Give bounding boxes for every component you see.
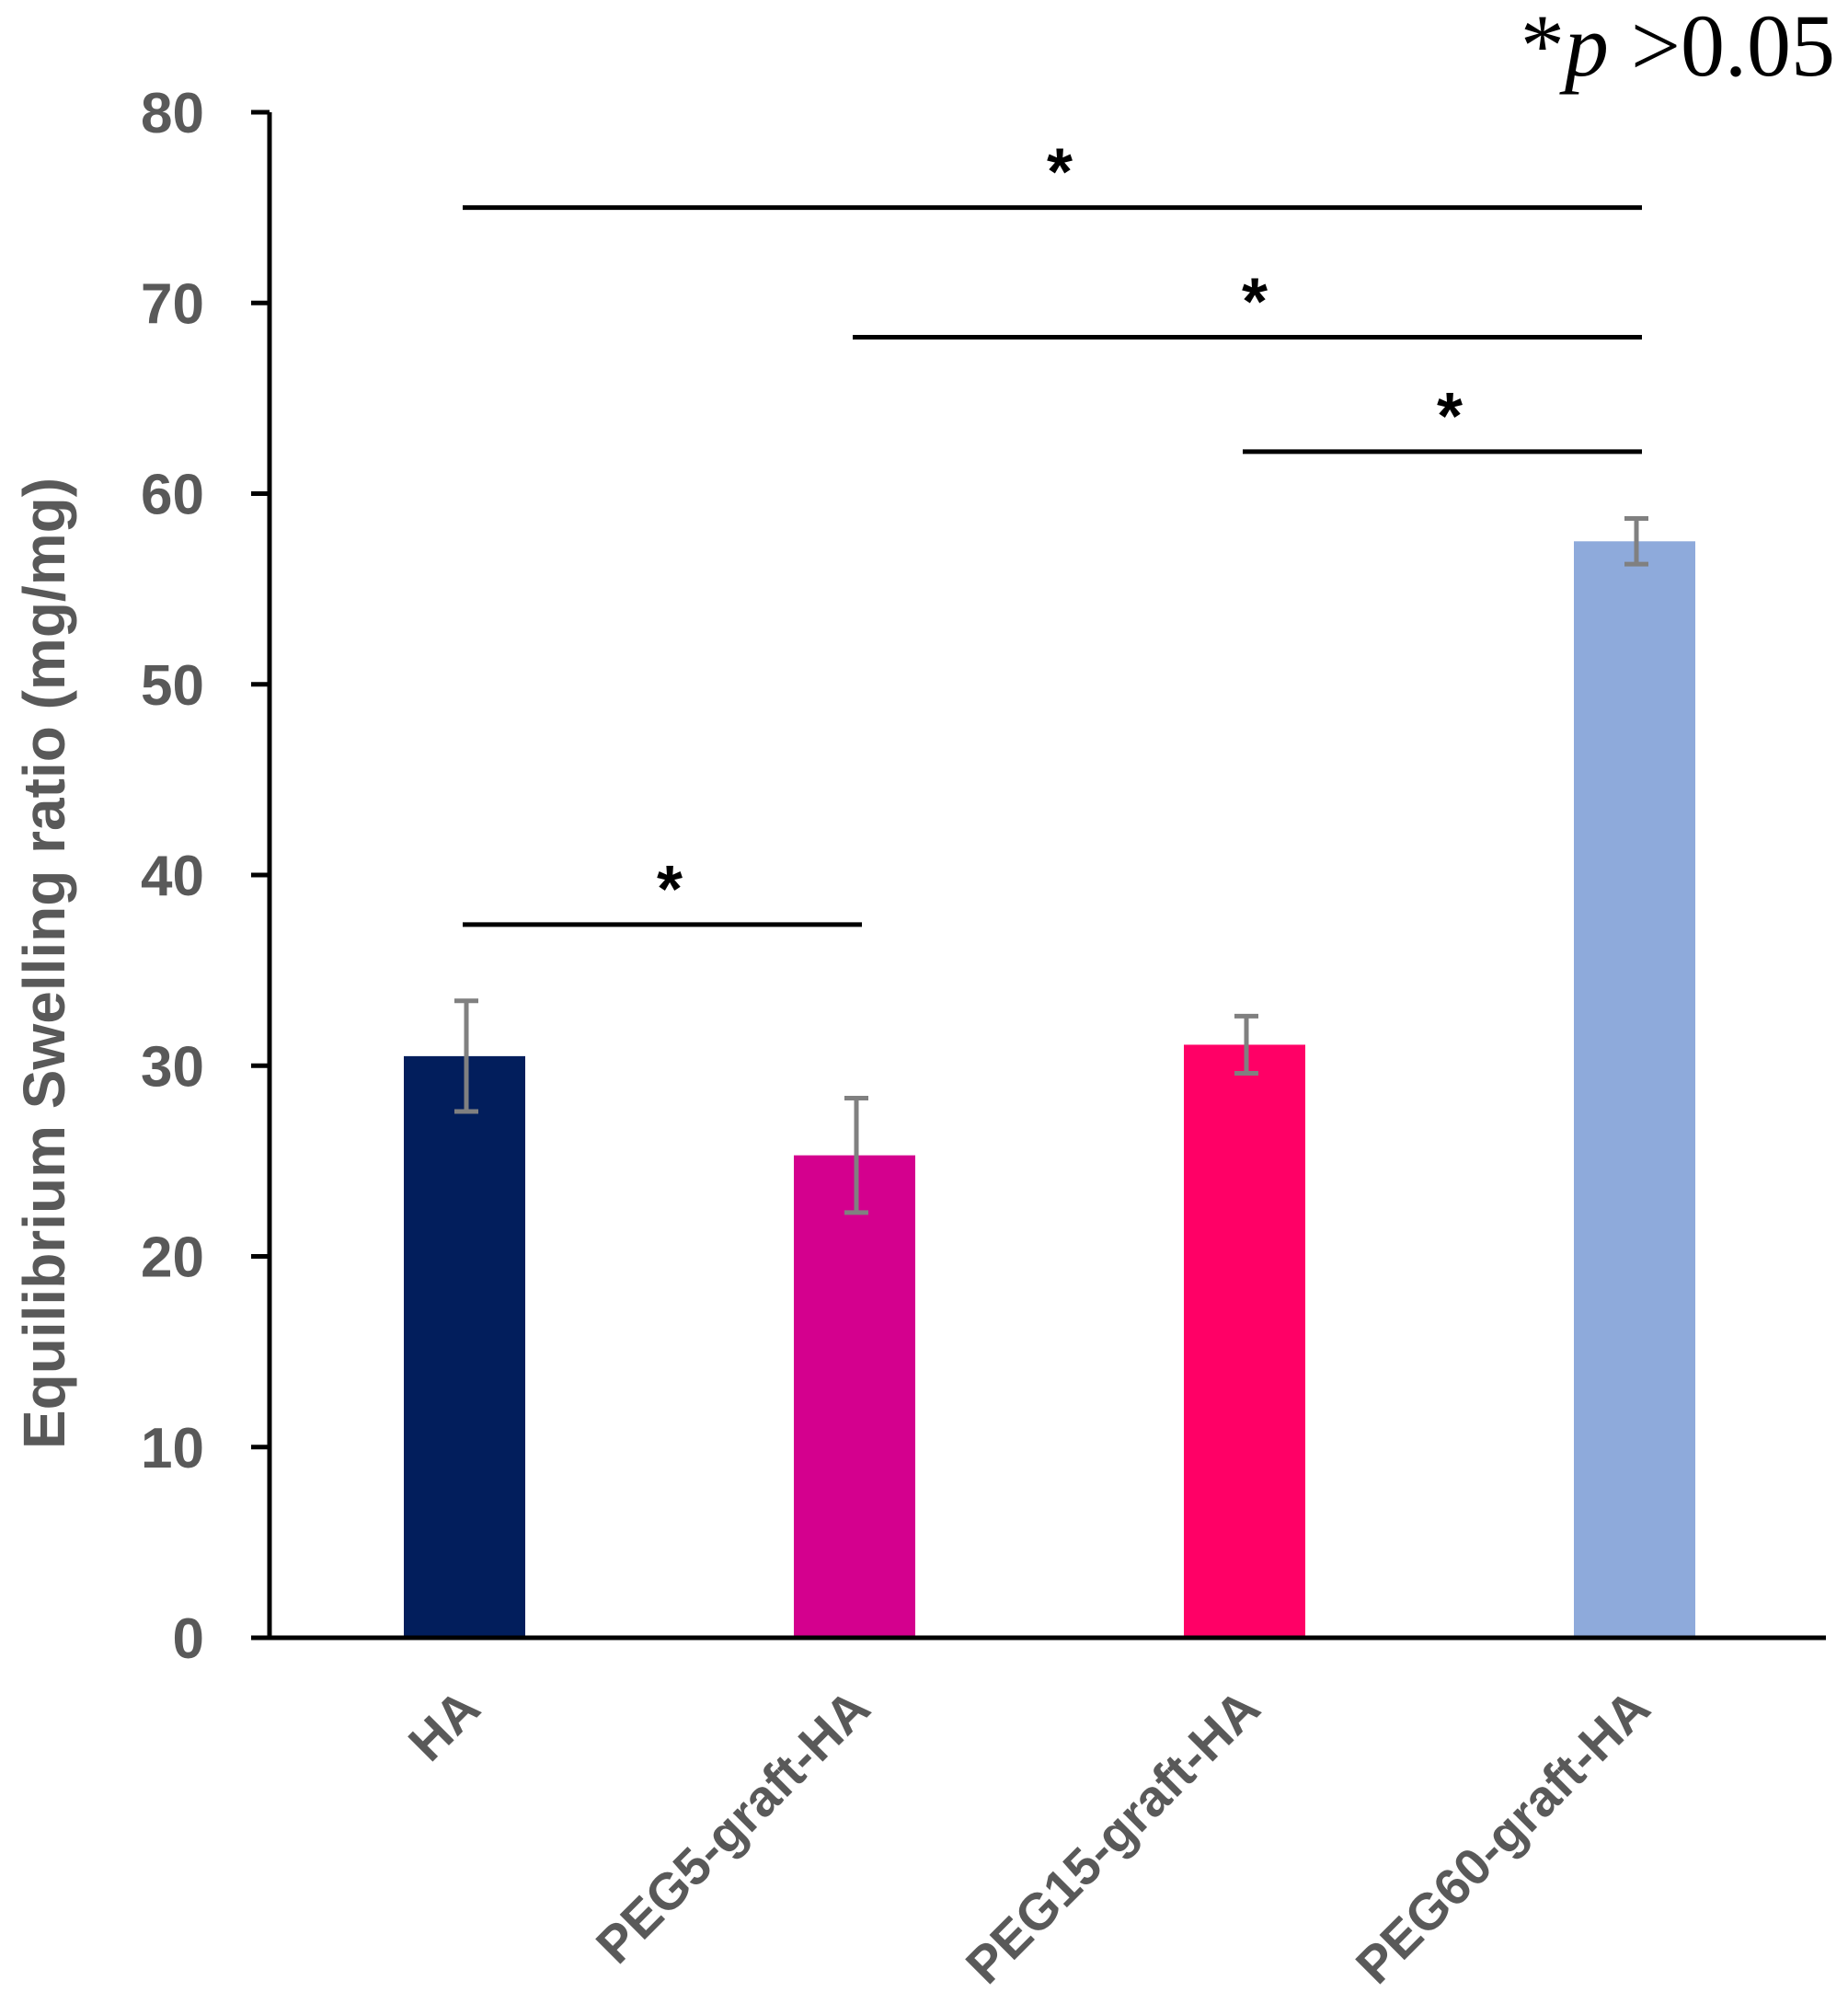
significance-star: * xyxy=(1047,136,1073,210)
x-category-label: PEG60-graft-HA xyxy=(1345,1678,1661,1995)
y-tick-label: 10 xyxy=(141,1417,204,1480)
category-labels: HA PEG5-graft-HA PEG15-graft-HA PEG60-graft… xyxy=(397,1678,1661,1995)
significance-brackets: * * * * xyxy=(463,136,1642,927)
significance-star: * xyxy=(1437,380,1463,454)
bar xyxy=(1184,1044,1305,1638)
significance-note: *p >0.05 xyxy=(1521,0,1835,95)
y-tick-label: 30 xyxy=(141,1035,204,1099)
y-tick-label: 20 xyxy=(141,1226,204,1290)
bars xyxy=(404,541,1695,1638)
y-tick-label: 40 xyxy=(141,845,204,908)
y-tick-label: 70 xyxy=(141,272,204,336)
error-bars xyxy=(454,515,1648,1215)
y-tick-label: 80 xyxy=(141,82,204,145)
note-threshold: >0.05 xyxy=(1609,0,1835,95)
y-tick-label: 0 xyxy=(173,1607,204,1671)
y-axis-title: Equilibrium Swelling ratio (mg/mg) xyxy=(11,478,77,1449)
y-tick-label: 50 xyxy=(141,654,204,718)
x-category-label: PEG5-graft-HA xyxy=(585,1678,881,1975)
bar xyxy=(404,1055,525,1638)
note-p: p xyxy=(1559,0,1609,95)
y-ticks: 0 10 20 30 40 50 60 70 80 xyxy=(141,82,270,1671)
y-tick-label: 60 xyxy=(141,464,204,527)
significance-star: * xyxy=(657,853,683,927)
note-star: * xyxy=(1521,0,1565,95)
x-category-label: HA xyxy=(397,1678,491,1772)
x-category-label: PEG15-graft-HA xyxy=(955,1678,1271,1995)
bar xyxy=(1574,541,1695,1638)
bar xyxy=(794,1155,915,1638)
significance-star: * xyxy=(1242,266,1268,340)
